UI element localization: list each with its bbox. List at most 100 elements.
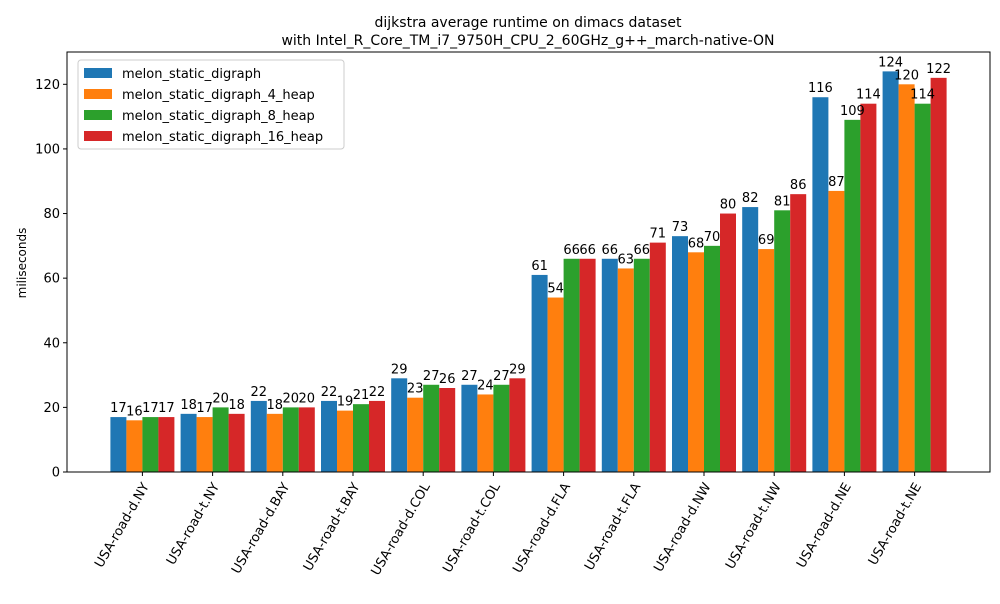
bar-value-label: 70 bbox=[704, 230, 721, 245]
bar-value-label: 66 bbox=[579, 243, 596, 258]
bar bbox=[266, 413, 283, 472]
bar-value-label: 73 bbox=[672, 220, 689, 235]
bar-value-label: 81 bbox=[774, 194, 791, 209]
bar bbox=[617, 268, 634, 472]
bar-value-label: 20 bbox=[212, 391, 229, 406]
bar bbox=[914, 103, 931, 472]
bar-value-label: 22 bbox=[369, 385, 386, 400]
bar bbox=[672, 236, 688, 472]
y-tick-label: 0 bbox=[52, 466, 60, 481]
bar bbox=[579, 258, 596, 472]
bar bbox=[298, 407, 315, 472]
bar-value-label: 124 bbox=[878, 55, 903, 70]
legend-entry-label: melon_static_digraph_4_heap bbox=[122, 88, 315, 103]
bar bbox=[212, 407, 229, 472]
bar bbox=[882, 71, 899, 472]
bar bbox=[509, 378, 526, 472]
bar-value-label: 27 bbox=[461, 369, 478, 384]
bar bbox=[547, 297, 564, 472]
bar bbox=[180, 413, 197, 472]
bar bbox=[228, 413, 245, 472]
bar bbox=[704, 245, 720, 472]
bar bbox=[649, 242, 666, 472]
bar-value-label: 69 bbox=[758, 233, 775, 248]
bar-value-label: 17 bbox=[142, 401, 159, 416]
bar-value-label: 66 bbox=[602, 243, 619, 258]
chart-subtitle: with Intel_R_Core_TM_i7_9750H_CPU_2_60GH… bbox=[281, 33, 774, 49]
bar bbox=[391, 378, 408, 472]
x-tick-label: USA-road-t.FLA bbox=[582, 480, 644, 573]
bar-value-label: 24 bbox=[477, 378, 494, 393]
bar-value-label: 66 bbox=[563, 243, 580, 258]
bar bbox=[282, 407, 299, 472]
bar bbox=[601, 258, 618, 472]
y-axis: 0 20 40 60 80 100 120 bbox=[35, 78, 67, 481]
bar bbox=[720, 213, 736, 473]
bar bbox=[493, 384, 510, 472]
y-tick-label: 40 bbox=[43, 336, 60, 351]
bar-value-label: 82 bbox=[742, 191, 759, 206]
x-tick-label: USA-road-t.NY bbox=[164, 480, 223, 567]
x-tick-label: USA-road-d.NE bbox=[794, 481, 855, 571]
bar bbox=[407, 397, 424, 472]
bars-layer bbox=[110, 71, 947, 473]
x-tick-label: USA-road-t.NW bbox=[723, 480, 785, 572]
bar bbox=[633, 258, 650, 472]
bar-value-label: 19 bbox=[337, 395, 354, 410]
bar-value-label: 18 bbox=[180, 398, 197, 413]
y-tick-label: 60 bbox=[43, 272, 60, 287]
x-tick-label: USA-road-d.NY bbox=[92, 480, 153, 570]
bar-value-label: 86 bbox=[790, 178, 807, 193]
x-tick-label: USA-road-t.COL bbox=[440, 480, 504, 576]
bar bbox=[828, 190, 845, 472]
bar bbox=[774, 210, 791, 473]
bar bbox=[250, 400, 267, 472]
bar bbox=[563, 258, 580, 472]
legend-swatch bbox=[84, 89, 112, 99]
bar-value-label: 54 bbox=[547, 282, 564, 297]
legend-box bbox=[77, 59, 345, 150]
bar bbox=[860, 103, 877, 472]
chart-title: dijkstra average runtime on dimacs datas… bbox=[375, 15, 682, 31]
bar bbox=[126, 420, 143, 472]
bar bbox=[196, 417, 213, 472]
legend-swatch bbox=[84, 68, 112, 78]
bar bbox=[423, 384, 440, 472]
bar bbox=[898, 84, 915, 473]
bar-value-label: 18 bbox=[228, 398, 245, 413]
legend: melon_static_digraph melon_static_digraph… bbox=[77, 59, 345, 150]
bar bbox=[461, 384, 478, 472]
bar-value-label: 80 bbox=[720, 198, 737, 213]
legend-swatch bbox=[84, 110, 112, 120]
bar-value-label: 22 bbox=[321, 385, 338, 400]
bar-value-label: 17 bbox=[196, 401, 213, 416]
bar-value-label: 114 bbox=[910, 88, 935, 103]
y-tick-label: 120 bbox=[35, 78, 60, 93]
bar bbox=[110, 417, 127, 472]
bar-value-label: 114 bbox=[856, 88, 881, 103]
bar bbox=[369, 400, 385, 472]
x-tick-label: USA-road-d.COL bbox=[369, 480, 434, 578]
bar-value-label: 22 bbox=[251, 385, 268, 400]
bar bbox=[353, 404, 369, 472]
legend-entry-label: melon_static_digraph_8_heap bbox=[122, 109, 315, 124]
bar bbox=[812, 97, 829, 472]
bar-value-label: 66 bbox=[634, 243, 651, 258]
bar bbox=[742, 207, 759, 473]
bar-value-label: 29 bbox=[509, 362, 526, 377]
bar-value-label: 17 bbox=[110, 401, 127, 416]
legend-entry-label: melon_static_digraph_16_heap bbox=[122, 130, 323, 145]
bar bbox=[321, 400, 337, 472]
bar-value-label: 17 bbox=[158, 401, 175, 416]
bar-value-label: 68 bbox=[688, 236, 705, 251]
y-tick-label: 100 bbox=[35, 142, 60, 157]
bar-value-label: 61 bbox=[531, 259, 548, 274]
bar-value-label: 27 bbox=[493, 369, 510, 384]
x-tick-label: USA-road-d.FLA bbox=[510, 480, 574, 576]
bar-value-label: 21 bbox=[353, 388, 370, 403]
bar bbox=[439, 388, 456, 472]
bar bbox=[790, 194, 807, 472]
